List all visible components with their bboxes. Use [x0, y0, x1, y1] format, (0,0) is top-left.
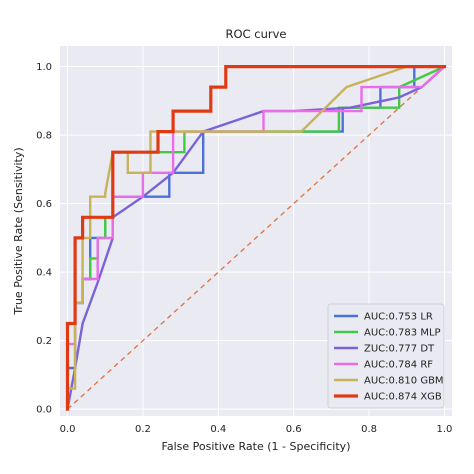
- grid: [60, 46, 452, 416]
- y-tick-label: 0.8: [36, 131, 52, 142]
- y-tick-label: 0.2: [36, 336, 52, 347]
- x-tick-label: 0.2: [135, 424, 151, 435]
- y-axis-title: True Positive Rate (Sensitivity): [12, 147, 25, 315]
- legend-label: AUC:0.783 MLP: [364, 328, 441, 339]
- tick-labels: 0.0 0.2 0.4 0.6 0.8 1.0 0.0 0.2 0.4 0.6 0.8 1.0: [36, 62, 452, 435]
- x-tick-label: 1.0: [437, 424, 453, 435]
- series-lines: [65, 64, 447, 411]
- x-tick-label: 0.0: [60, 424, 76, 435]
- y-tick-label: 0.0: [36, 405, 52, 416]
- legend-box: [327, 303, 445, 409]
- roc-line-6: [65, 64, 447, 411]
- legend-label: AUC:0.810 GBM: [364, 376, 444, 387]
- y-tick-label: 1.0: [36, 62, 52, 73]
- y-tick-label: 0.4: [36, 268, 52, 279]
- diagonal-reference: [67, 66, 445, 410]
- legend-label: ZUC:0.777 DT: [364, 344, 435, 355]
- legend-label: AUC:0.784 RF: [364, 360, 433, 371]
- y-tick-label: 0.6: [36, 199, 52, 210]
- x-tick-label: 0.6: [286, 424, 302, 435]
- legend-label: AUC:0.753 LR: [364, 312, 433, 323]
- x-tick-label: 0.8: [361, 424, 377, 435]
- x-tick-label: 0.4: [210, 424, 226, 435]
- chart-title: ROC curve: [226, 27, 287, 41]
- chance-diagonal-line: [67, 66, 445, 410]
- legend-label: AUC:0.874 XGB: [364, 392, 442, 403]
- legend: AUC:0.753 LR AUC:0.783 MLP ZUC:0.777 DT AUC…: [327, 303, 445, 409]
- x-axis-title: False Positive Rate (1 - Specificity): [162, 440, 351, 453]
